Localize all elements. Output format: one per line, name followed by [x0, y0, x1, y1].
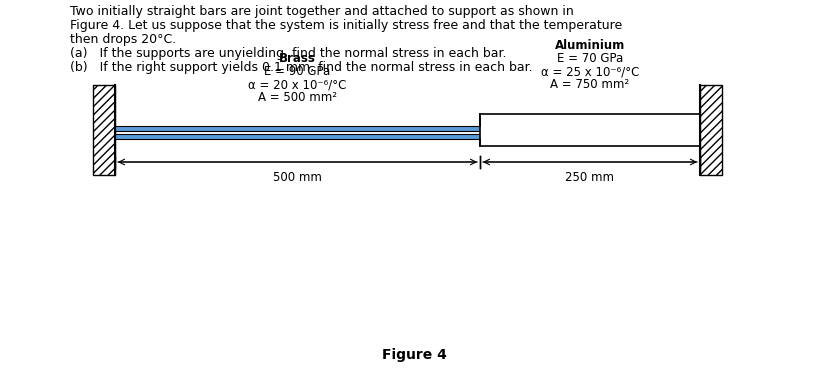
Text: Figure 4: Figure 4	[381, 348, 446, 362]
Text: (b)   If the right support yields 0.1 mm, find the normal stress in each bar.: (b) If the right support yields 0.1 mm, …	[70, 61, 532, 74]
Text: α = 25 x 10⁻⁶/°C: α = 25 x 10⁻⁶/°C	[540, 65, 638, 78]
Text: Brass: Brass	[279, 52, 316, 65]
Text: Figure 4. Let us suppose that the system is initially stress free and that the t: Figure 4. Let us suppose that the system…	[70, 19, 622, 32]
Bar	[115, 126, 480, 131]
Text: (a)   If the supports are unyielding, find the normal stress in each bar.: (a) If the supports are unyielding, find…	[70, 47, 506, 60]
Text: 500 mm: 500 mm	[273, 171, 322, 184]
Bar	[699, 85, 721, 175]
Text: A = 500 mm²: A = 500 mm²	[258, 91, 337, 104]
Bar	[115, 134, 480, 139]
Text: α = 20 x 10⁻⁶/°C: α = 20 x 10⁻⁶/°C	[248, 78, 347, 91]
Text: E = 90 GPa: E = 90 GPa	[264, 65, 330, 78]
Text: then drops 20°C.: then drops 20°C.	[70, 33, 176, 46]
Text: Two initially straight bars are joint together and attached to support as shown : Two initially straight bars are joint to…	[70, 5, 573, 18]
Text: Aluminium: Aluminium	[554, 39, 624, 52]
Text: A = 750 mm²: A = 750 mm²	[550, 78, 629, 91]
Bar	[93, 85, 115, 175]
Text: E = 70 GPa: E = 70 GPa	[557, 52, 623, 65]
Text: 250 mm: 250 mm	[565, 171, 614, 184]
Bar	[480, 114, 699, 146]
